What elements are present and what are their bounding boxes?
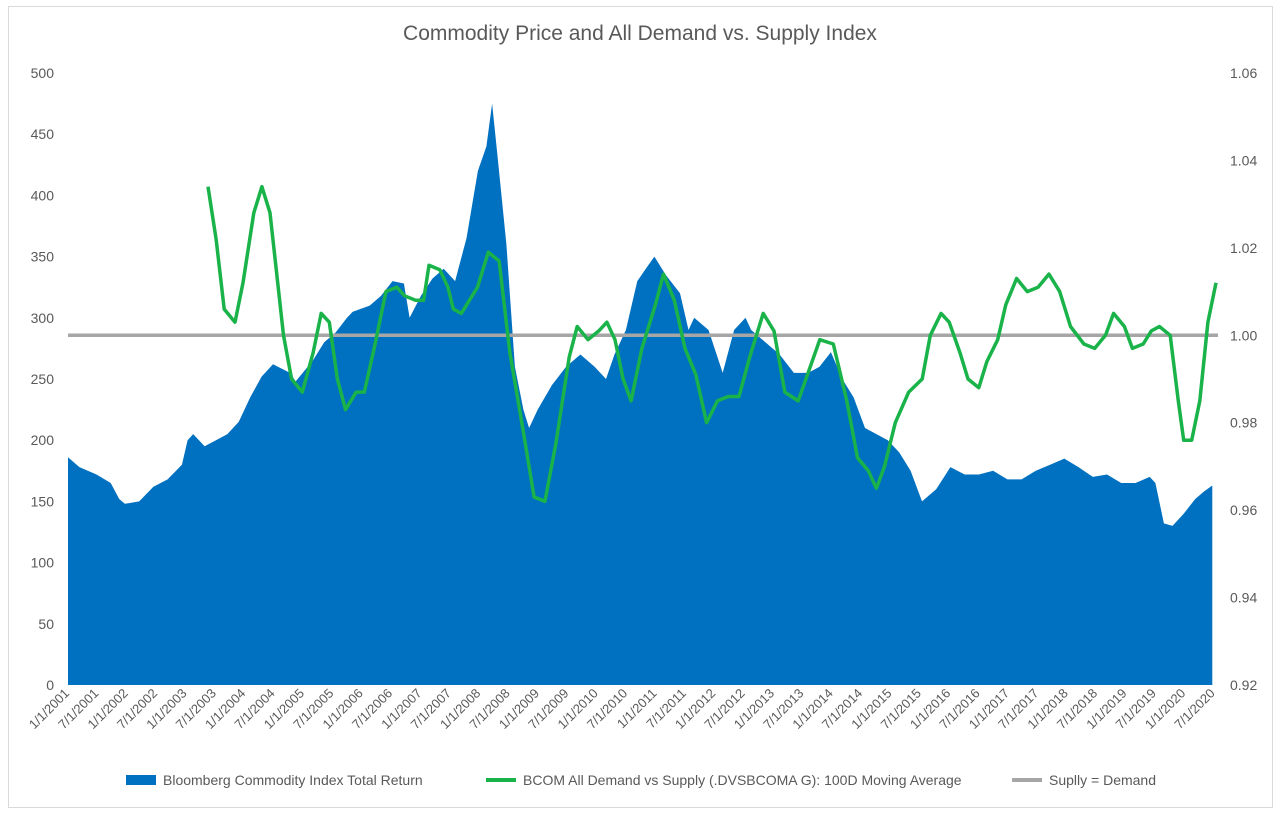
y-left-tick-label: 450 bbox=[31, 126, 55, 142]
y-right-tick-label: 0.94 bbox=[1230, 590, 1257, 606]
y-right-tick-label: 0.96 bbox=[1230, 502, 1257, 518]
x-axis: 1/1/20017/1/20011/1/20027/1/20021/1/2003… bbox=[26, 685, 1218, 731]
legend-swatch-line bbox=[1012, 778, 1042, 782]
y-right-tick-label: 1.02 bbox=[1230, 240, 1257, 256]
y-right-tick-label: 1.00 bbox=[1230, 327, 1257, 343]
y-left-tick-label: 500 bbox=[31, 65, 55, 81]
y-left-tick-label: 250 bbox=[31, 371, 55, 387]
legend: Bloomberg Commodity Index Total Return B… bbox=[0, 772, 1283, 792]
y-axis-left: 0 50 100 150 200 250 300 350 400 450 500 bbox=[31, 65, 55, 693]
legend-swatch-line bbox=[486, 778, 516, 782]
y-right-tick-label: 1.06 bbox=[1230, 65, 1257, 81]
y-right-tick-label: 0.92 bbox=[1230, 677, 1257, 693]
y-left-tick-label: 50 bbox=[38, 616, 54, 632]
y-left-tick-label: 0 bbox=[46, 677, 54, 693]
legend-item-demand-vs-supply: BCOM All Demand vs Supply (.DVSBCOMA G):… bbox=[486, 772, 962, 788]
legend-swatch-area bbox=[126, 775, 156, 785]
y-left-tick-label: 200 bbox=[31, 432, 55, 448]
y-left-tick-label: 400 bbox=[31, 187, 55, 203]
series-area-bcom-total-return bbox=[68, 103, 1213, 686]
y-right-tick-label: 1.04 bbox=[1230, 152, 1257, 168]
y-left-tick-label: 300 bbox=[31, 310, 55, 326]
y-right-tick-label: 0.98 bbox=[1230, 415, 1257, 431]
series-line-demand-vs-supply bbox=[206, 184, 1218, 504]
y-left-tick-label: 100 bbox=[31, 555, 55, 571]
y-left-tick-label: 350 bbox=[31, 249, 55, 265]
plot-area bbox=[68, 103, 1218, 686]
legend-item-supply-equals-demand: Suplly = Demand bbox=[1012, 772, 1156, 788]
legend-item-bcom-total-return: Bloomberg Commodity Index Total Return bbox=[126, 772, 423, 788]
legend-label: Suplly = Demand bbox=[1049, 772, 1157, 788]
chart-title: Commodity Price and All Demand vs. Suppl… bbox=[403, 22, 877, 45]
y-axis-right: 0.92 0.94 0.96 0.98 1.00 1.02 1.04 1.06 bbox=[1230, 65, 1257, 693]
y-left-tick-label: 150 bbox=[31, 493, 55, 509]
legend-label: BCOM All Demand vs Supply (.DVSBCOMA G):… bbox=[523, 772, 962, 788]
legend-label: Bloomberg Commodity Index Total Return bbox=[163, 772, 423, 788]
